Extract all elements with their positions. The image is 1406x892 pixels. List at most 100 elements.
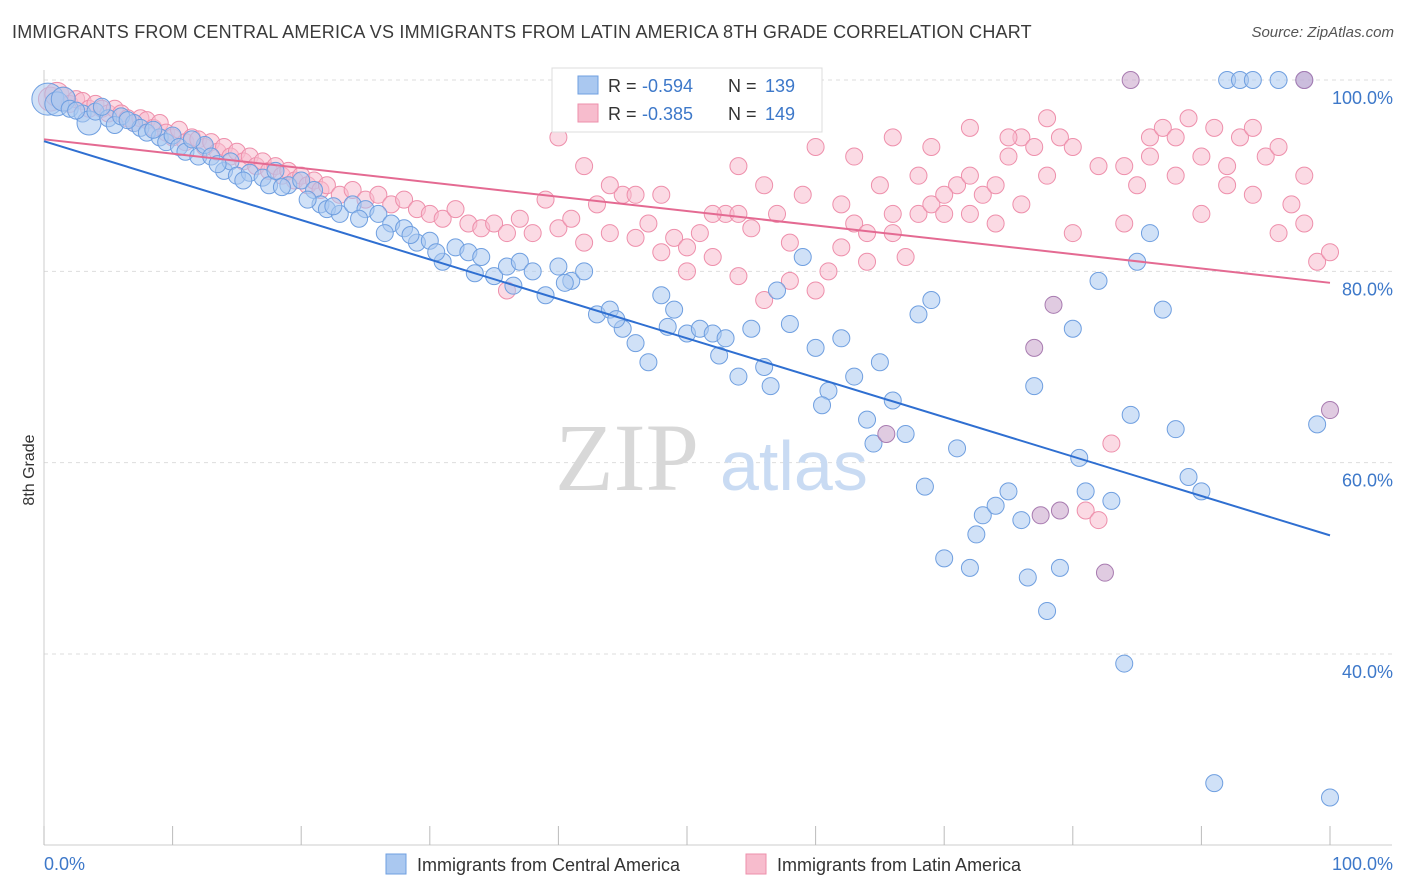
point-latin-america (665, 228, 684, 247)
point-latin-america (793, 185, 812, 204)
point-latin-america (433, 209, 452, 228)
legend-n-value-2: 149 (765, 104, 795, 124)
series-overlap (877, 71, 1339, 582)
point-latin-america (960, 204, 979, 223)
point-central-america (1102, 491, 1121, 510)
point-central-america (1025, 377, 1044, 396)
point-latin-america (999, 147, 1018, 166)
point-central-america (948, 439, 967, 458)
point-central-america (973, 506, 992, 525)
watermark-zip: ZIP (555, 404, 699, 511)
point-latin-america (703, 247, 722, 266)
point-latin-america (1102, 434, 1121, 453)
point-latin-america (600, 176, 619, 195)
point-central-america (1308, 415, 1327, 434)
point-latin-america (626, 228, 645, 247)
point-latin-america (600, 224, 619, 243)
trend-line-blue (43, 140, 1331, 537)
point-latin-america (1012, 195, 1031, 214)
point-central-america (144, 120, 163, 139)
point-central-america (369, 204, 388, 223)
point-central-america (324, 197, 343, 216)
x-tick-label-0: 0.0% (44, 854, 85, 874)
point-central-america (1243, 71, 1262, 89)
point-latin-america (986, 214, 1005, 233)
y-axis-title: 8th Grade (21, 434, 38, 505)
point-central-america (555, 273, 574, 292)
x-tick-label-1: 100.0% (1332, 854, 1393, 874)
point-central-america (780, 314, 799, 333)
point-latin-america (883, 204, 902, 223)
point-central-america (1179, 468, 1198, 487)
point-central-america (375, 224, 394, 243)
point-central-america (858, 410, 877, 429)
point-latin-america (909, 204, 928, 223)
point-latin-america (819, 262, 838, 281)
point-central-america (1038, 601, 1057, 620)
point-overlap (1295, 71, 1314, 89)
point-central-america (510, 252, 529, 271)
point-latin-america (960, 118, 979, 137)
point-central-america (1321, 788, 1339, 807)
point-latin-america (909, 166, 928, 185)
point-central-america (549, 257, 568, 276)
point-latin-america (562, 209, 581, 228)
point-latin-america (729, 157, 748, 176)
point-overlap (1044, 295, 1063, 314)
point-central-america (1269, 71, 1288, 89)
point-latin-america (768, 204, 787, 223)
point-latin-america (652, 185, 671, 204)
point-latin-america (1076, 501, 1095, 520)
point-latin-america (1063, 137, 1082, 156)
point-latin-america (523, 224, 542, 243)
point-latin-america (1089, 157, 1108, 176)
point-central-america (427, 243, 446, 262)
point-latin-america (1205, 118, 1224, 137)
point-central-america (1089, 271, 1108, 290)
point-overlap (1321, 401, 1339, 420)
legend-box: R = -0.594 N = 139 R = -0.385 N = 149 (551, 67, 823, 133)
point-latin-america (1063, 224, 1082, 243)
point-central-america (967, 525, 986, 544)
point-central-america (768, 281, 787, 300)
point-central-america (960, 558, 979, 577)
point-latin-america (896, 247, 915, 266)
point-central-america (639, 353, 658, 372)
point-latin-america (1295, 166, 1314, 185)
point-central-america (922, 291, 941, 310)
point-latin-america (948, 176, 967, 195)
point-latin-america (690, 224, 709, 243)
point-latin-america (729, 267, 748, 286)
point-latin-america (497, 224, 516, 243)
point-central-america (1166, 420, 1185, 439)
point-central-america (742, 319, 761, 338)
source-label: Source: ZipAtlas.com (1251, 24, 1394, 41)
legend-r-label-1: R = (608, 76, 637, 96)
point-central-america (523, 262, 542, 281)
point-latin-america (806, 137, 825, 156)
point-central-america (793, 247, 812, 266)
point-latin-america (1166, 128, 1185, 147)
y-tick-label-1: 80.0% (1342, 279, 1393, 299)
legend-swatch-blue (577, 75, 599, 95)
point-central-america (575, 262, 594, 281)
point-overlap (1031, 506, 1050, 525)
point-latin-america (369, 185, 388, 204)
point-central-america (298, 190, 317, 209)
point-latin-america (1025, 137, 1044, 156)
legend-r-label-2: R = (608, 104, 637, 124)
point-central-america (272, 178, 291, 197)
point-latin-america (1218, 157, 1237, 176)
point-latin-america (1038, 166, 1057, 185)
point-central-america (626, 334, 645, 353)
point-latin-america (1243, 185, 1262, 204)
point-latin-america (883, 128, 902, 147)
point-central-america (1018, 568, 1037, 587)
point-latin-america (1192, 204, 1211, 223)
legend-n-label-2: N = (728, 104, 757, 124)
legend-n-value-1: 139 (765, 76, 795, 96)
point-latin-america (1166, 166, 1185, 185)
point-latin-america (858, 252, 877, 271)
point-central-america (1205, 774, 1224, 793)
